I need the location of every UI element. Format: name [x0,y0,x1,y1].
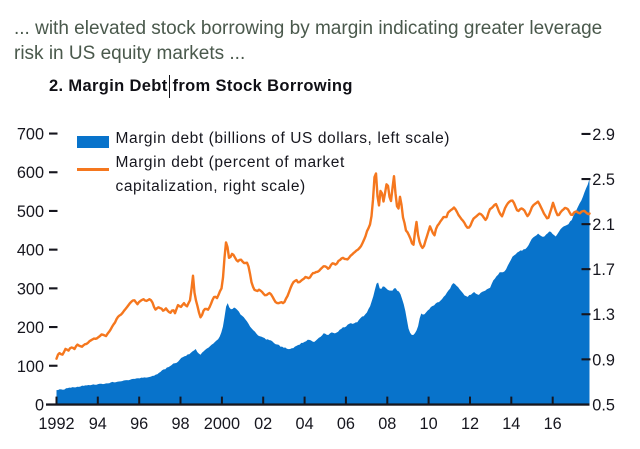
svg-text:2000: 2000 [204,415,240,433]
svg-text:500: 500 [17,203,44,221]
svg-text:12: 12 [461,415,479,433]
svg-text:10: 10 [420,415,438,433]
svg-text:1.7: 1.7 [592,261,615,279]
svg-text:600: 600 [17,164,44,182]
svg-text:96: 96 [130,415,148,433]
svg-text:300: 300 [17,280,44,298]
svg-text:0: 0 [35,396,44,414]
svg-text:1992: 1992 [38,415,74,433]
svg-text:0.9: 0.9 [592,351,615,369]
svg-text:1.3: 1.3 [592,306,615,324]
svg-text:100: 100 [17,358,44,376]
svg-text:700: 700 [17,126,44,144]
svg-text:02: 02 [254,415,272,433]
svg-text:200: 200 [17,319,44,337]
svg-text:16: 16 [544,415,562,433]
svg-text:2.9: 2.9 [592,126,615,144]
svg-text:2.5: 2.5 [592,171,615,189]
svg-text:08: 08 [378,415,396,433]
svg-text:04: 04 [296,415,314,433]
svg-text:98: 98 [171,415,189,433]
svg-text:2.1: 2.1 [592,216,615,234]
svg-text:94: 94 [89,415,107,433]
svg-text:06: 06 [337,415,355,433]
svg-text:0.5: 0.5 [592,396,615,414]
svg-text:400: 400 [17,242,44,260]
svg-text:14: 14 [502,415,520,433]
